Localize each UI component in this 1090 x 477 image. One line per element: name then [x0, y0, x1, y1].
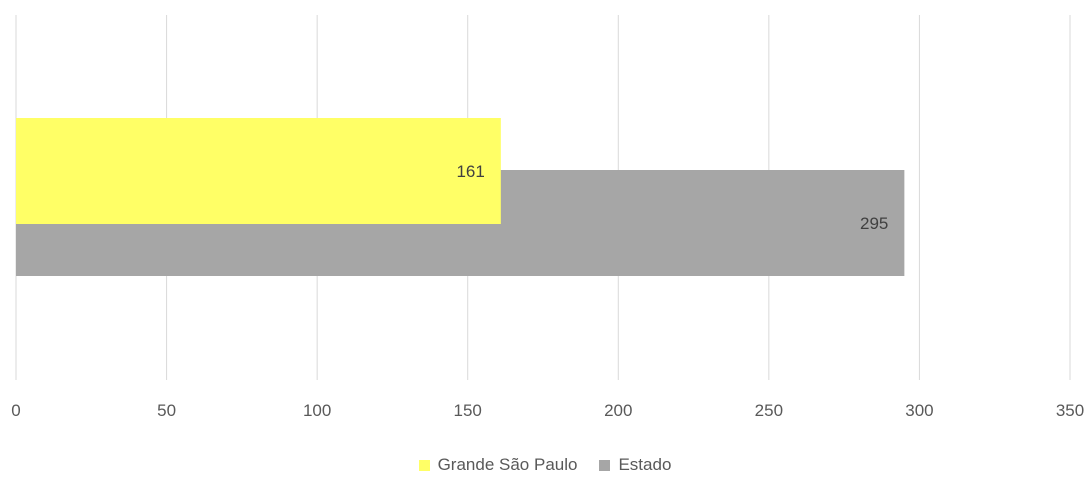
x-tick-label-0: 0: [11, 401, 20, 420]
data-labels: 161 295: [456, 162, 888, 233]
x-tick-label-300: 300: [905, 401, 933, 420]
x-tick-label-350: 350: [1056, 401, 1084, 420]
x-tick-label-50: 50: [157, 401, 176, 420]
x-tick-label-200: 200: [604, 401, 632, 420]
x-axis-tick-labels: 0 50 100 150 200 250 300 350: [11, 401, 1084, 420]
x-tick-label-250: 250: [755, 401, 783, 420]
data-label-estado: 295: [860, 214, 888, 233]
legend-swatch-estado: [599, 459, 611, 471]
data-label-grande-sao-paulo: 161: [456, 162, 484, 181]
legend: Grande São Paulo Estado: [0, 455, 1090, 475]
bars: [16, 118, 905, 276]
x-tick-label-150: 150: [454, 401, 482, 420]
legend-label-grande-sao-paulo: Grande São Paulo: [437, 455, 578, 474]
x-tick-label-100: 100: [303, 401, 331, 420]
legend-swatch-grande-sao-paulo: [418, 459, 430, 471]
bar-chart: 161 295 0 50 100 150 200 250 300 350: [11, 15, 1084, 420]
legend-item-grande-sao-paulo: Grande São Paulo: [418, 455, 578, 475]
bar-grande-sao-paulo: [16, 118, 501, 224]
legend-item-estado: Estado: [599, 455, 671, 475]
legend-label-estado: Estado: [618, 455, 672, 474]
